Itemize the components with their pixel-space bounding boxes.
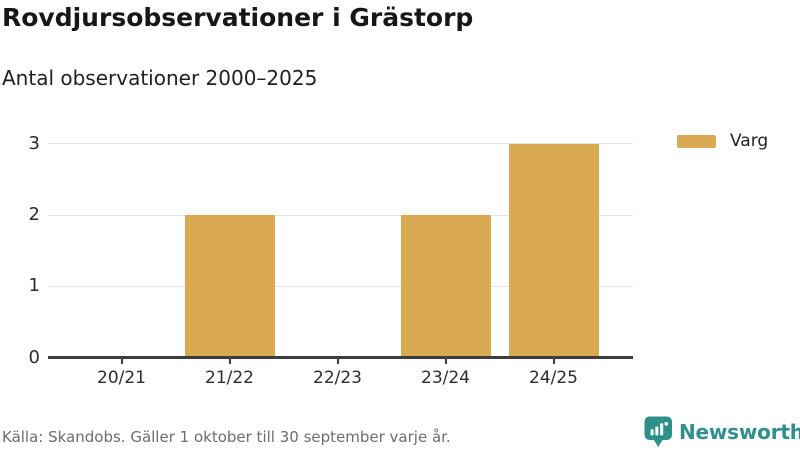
bar-24/25 <box>508 143 599 357</box>
chart-subtitle: Antal observationer 2000–2025 <box>2 66 318 90</box>
gridline-y1 <box>48 285 633 287</box>
y-axis-label: 3 <box>28 132 40 154</box>
gridline-y3 <box>48 143 633 145</box>
y-axis-label: 0 <box>28 346 40 368</box>
newsworthy-logo: Newsworthy <box>644 416 800 448</box>
x-axis-label: 23/24 <box>421 368 470 388</box>
y-axis-label: 1 <box>28 275 40 297</box>
chart-title: Rovdjursobservationer i Grästorp <box>2 3 474 32</box>
x-axis-tick <box>336 359 339 364</box>
x-axis-label: 20/21 <box>97 368 146 388</box>
newsworthy-icon <box>644 416 672 447</box>
gridline-y2 <box>48 214 633 216</box>
x-axis-label: 22/23 <box>313 368 362 388</box>
legend-label: Varg <box>730 131 769 151</box>
legend-swatch-varg <box>677 134 716 148</box>
bar-21/22 <box>184 215 275 357</box>
bar-23/24 <box>400 215 491 357</box>
y-axis-label: 2 <box>28 204 40 226</box>
newsworthy-wordmark: Newsworthy <box>679 420 800 444</box>
legend: Varg <box>677 131 768 151</box>
source-note: Källa: Skandobs. Gäller 1 oktober till 3… <box>2 428 451 446</box>
x-axis-tick <box>444 359 447 364</box>
x-axis-tick <box>228 359 231 364</box>
x-axis-label: 21/22 <box>205 368 254 388</box>
x-axis-tick <box>552 359 555 364</box>
x-axis-line <box>48 356 633 359</box>
x-axis-tick <box>120 359 123 364</box>
x-axis-label: 24/25 <box>529 368 578 388</box>
